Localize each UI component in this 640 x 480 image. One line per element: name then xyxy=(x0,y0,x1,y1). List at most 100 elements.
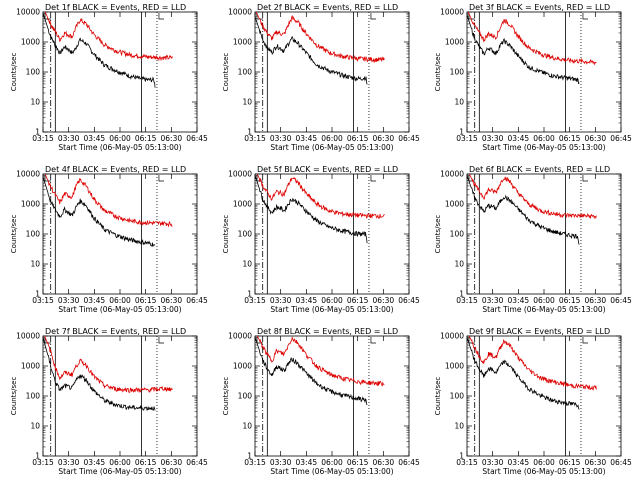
x-tick-label: 03:45 xyxy=(84,458,106,467)
y-tick-label: 1000 xyxy=(445,200,464,209)
y-tick-label: 10 xyxy=(30,422,40,431)
x-tick-label: 06:30 xyxy=(585,296,607,305)
x-tick-label: 06:30 xyxy=(373,134,395,143)
y-tick-label: 10 xyxy=(242,98,252,107)
x-tick-label: 06:30 xyxy=(373,296,395,305)
chart-title: Det 1f BLACK = Events, RED = LLD xyxy=(45,3,186,12)
bracket-mark xyxy=(582,337,588,344)
y-tick-label: 1 xyxy=(35,452,40,461)
x-tick-label: 06:45 xyxy=(398,134,420,143)
lld-series-line xyxy=(44,12,173,62)
y-tick-label: 10 xyxy=(30,260,40,269)
y-tick-label: 10000 xyxy=(16,170,40,179)
y-tick-label: 10 xyxy=(454,422,464,431)
y-tick-label: 1000 xyxy=(21,362,40,371)
y-tick-label: 100 xyxy=(238,230,253,239)
bracket-mark xyxy=(370,337,376,344)
plot-frame xyxy=(254,335,410,457)
chart-panel-3f: Det 3f BLACK = Events, RED = LLD 1 10 100 10… xyxy=(434,3,632,152)
y-tick-label: 1000 xyxy=(445,362,464,371)
x-tick-label: 06:00 xyxy=(321,458,343,467)
x-tick-label: 03:45 xyxy=(84,134,106,143)
x-tick-label: 06:00 xyxy=(533,458,555,467)
chart-title: Det 7f BLACK = Events, RED = LLD xyxy=(45,327,186,336)
y-axis-label: Counts/sec xyxy=(434,215,442,254)
bracket-mark xyxy=(158,175,164,182)
events-series-line xyxy=(255,175,368,244)
chart-panel-5f: Det 5f BLACK = Events, RED = LLD 1 10 100 10… xyxy=(222,165,420,314)
x-tick-label: 06:00 xyxy=(533,134,555,143)
y-tick-label: 10000 xyxy=(440,8,464,17)
x-tick-label: 06:15 xyxy=(135,134,157,143)
x-tick-label: 06:30 xyxy=(585,134,607,143)
x-tick-label: 06:15 xyxy=(347,296,369,305)
x-tick-label: 03:30 xyxy=(270,296,292,305)
events-series-line xyxy=(43,176,156,247)
y-tick-label: 1000 xyxy=(21,200,40,209)
x-tick-label: 03:30 xyxy=(270,458,292,467)
lld-series-line xyxy=(255,12,385,64)
plot-frame xyxy=(42,335,198,457)
bracket-mark xyxy=(370,175,376,182)
x-tick-label: 03:30 xyxy=(270,134,292,143)
x-tick-label: 03:45 xyxy=(296,458,318,467)
y-tick-label: 10000 xyxy=(16,8,40,17)
x-tick-label: 03:45 xyxy=(508,134,530,143)
y-tick-label: 1 xyxy=(247,452,252,461)
events-series-line xyxy=(467,175,580,245)
chart-panel-9f: Det 9f BLACK = Events, RED = LLD 1 10 100 10… xyxy=(434,327,632,476)
x-tick-label: 03:30 xyxy=(58,134,80,143)
y-tick-label: 100 xyxy=(238,68,253,77)
x-tick-label: 03:15 xyxy=(32,296,54,305)
y-tick-label: 1000 xyxy=(233,200,252,209)
x-axis-label: Start Time (06-May-05 05:13:00) xyxy=(270,305,393,314)
plot-frame xyxy=(42,173,198,295)
y-tick-label: 100 xyxy=(26,230,41,239)
y-tick-label: 1 xyxy=(247,128,252,137)
y-tick-label: 1000 xyxy=(233,38,252,47)
bracket-mark xyxy=(582,175,588,182)
y-tick-label: 100 xyxy=(238,392,253,401)
x-axis-label: Start Time (06-May-05 05:13:00) xyxy=(58,305,181,314)
y-tick-label: 10000 xyxy=(440,332,464,341)
x-axis-label: Start Time (06-May-05 05:13:00) xyxy=(58,467,181,476)
x-tick-label: 03:45 xyxy=(296,296,318,305)
x-tick-label: 03:15 xyxy=(244,134,266,143)
bracket-mark xyxy=(158,13,164,20)
x-tick-label: 06:30 xyxy=(161,458,183,467)
bracket-mark xyxy=(44,175,51,182)
x-tick-label: 03:15 xyxy=(456,296,478,305)
y-axis-label: Counts/sec xyxy=(10,215,18,254)
y-tick-label: 10 xyxy=(242,422,252,431)
chart-title: Det 8f BLACK = Events, RED = LLD xyxy=(257,327,398,336)
chart-panel-2f: Det 2f BLACK = Events, RED = LLD 1 10 100 10… xyxy=(222,3,420,152)
x-tick-label: 06:45 xyxy=(398,296,420,305)
events-series-line xyxy=(255,16,368,85)
x-tick-label: 06:45 xyxy=(398,458,420,467)
y-tick-label: 10000 xyxy=(16,332,40,341)
x-tick-label: 03:15 xyxy=(244,296,266,305)
lld-series-line xyxy=(468,174,597,220)
lld-series-line xyxy=(256,174,385,219)
y-tick-label: 10000 xyxy=(228,332,252,341)
y-tick-label: 1000 xyxy=(233,362,252,371)
x-tick-label: 03:15 xyxy=(32,134,54,143)
y-tick-label: 100 xyxy=(26,392,41,401)
y-tick-label: 1 xyxy=(35,128,40,137)
x-tick-label: 06:45 xyxy=(186,458,208,467)
x-tick-label: 03:15 xyxy=(32,458,54,467)
y-tick-label: 10 xyxy=(454,98,464,107)
x-tick-label: 03:30 xyxy=(58,458,80,467)
y-tick-label: 1000 xyxy=(21,38,40,47)
x-tick-label: 06:15 xyxy=(135,458,157,467)
events-series-line xyxy=(255,337,368,406)
y-tick-label: 10000 xyxy=(228,170,252,179)
x-tick-label: 06:30 xyxy=(161,134,183,143)
y-axis-label: Counts/sec xyxy=(434,53,442,92)
x-tick-label: 03:30 xyxy=(482,134,504,143)
y-axis-label: Counts/sec xyxy=(10,53,18,92)
y-tick-label: 1 xyxy=(459,452,464,461)
x-tick-label: 06:15 xyxy=(559,296,581,305)
x-tick-label: 03:45 xyxy=(296,134,318,143)
